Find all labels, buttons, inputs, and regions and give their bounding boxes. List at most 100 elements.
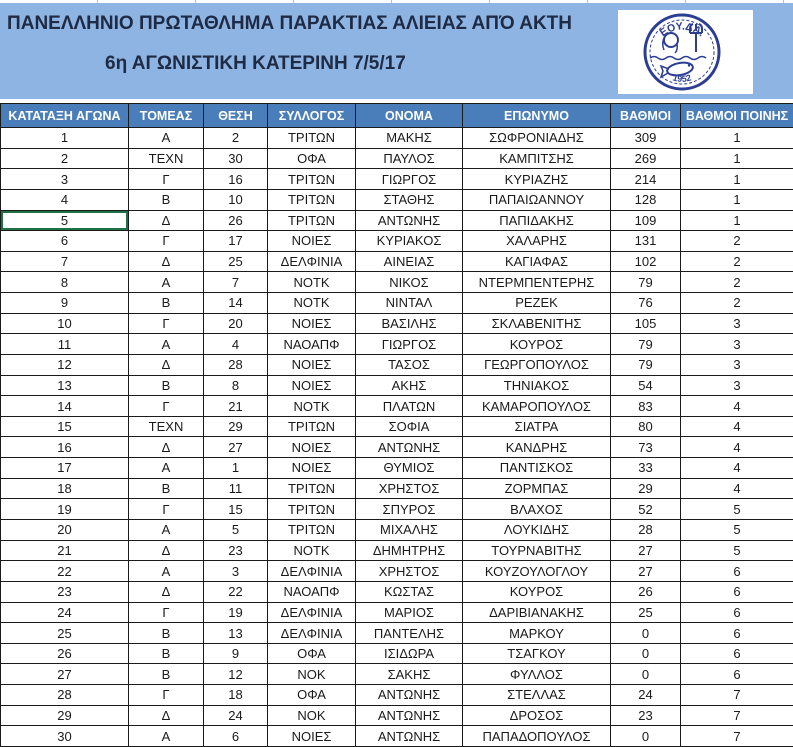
table-cell[interactable]: ΚΩΣΤΑΣ [356,581,463,603]
table-cell[interactable]: 28 [611,520,681,541]
table-cell[interactable]: Γ [129,313,204,335]
table-cell[interactable]: 2 [681,252,793,273]
table-cell[interactable]: ΟΦΑ [268,148,356,170]
table-cell[interactable]: 28 [204,354,268,376]
table-cell[interactable]: 73 [611,437,681,459]
table-cell[interactable]: 27 [611,540,681,562]
table-cell[interactable]: 1 [681,169,793,190]
table-cell[interactable]: ΠΑΝΤΕΛΗΣ [356,623,463,644]
table-cell[interactable]: ΣΠΥΡΟΣ [356,499,463,521]
table-cell[interactable]: ΔΕΛΦΙΝΙΑ [268,561,356,582]
table-cell[interactable]: ΑΝΤΩΝΗΣ [356,685,463,706]
table-cell[interactable]: 10 [1,313,129,335]
table-cell[interactable]: 6 [681,603,793,624]
table-cell[interactable]: ΖΟΡΜΠΑΣ [463,478,611,500]
table-cell[interactable]: 24 [1,602,129,624]
table-cell[interactable]: 2 [1,148,129,170]
table-cell[interactable]: Α [129,726,204,747]
table-cell[interactable]: ΝΑΟΑΠΦ [268,581,356,603]
table-cell[interactable]: ΔΕΛΦΙΝΙΑ [268,623,356,644]
table-cell[interactable]: ΑΝΤΩΝΗΣ [356,210,463,232]
table-cell[interactable]: 12 [204,664,268,686]
table-cell[interactable]: ΡΕΖΕΚ [463,293,611,314]
table-cell[interactable]: Β [129,189,204,211]
table-cell[interactable]: Α [129,520,204,541]
table-cell[interactable]: ΤΡΙΤΩΝ [268,478,356,500]
table-cell[interactable]: Α [129,561,204,582]
table-cell[interactable]: 0 [611,643,681,665]
table-cell[interactable]: ΚΑΜΑΡΟΠΟΥΛΟΣ [463,396,611,417]
table-cell[interactable]: ΝΙΚΟΣ [356,272,463,294]
table-cell[interactable]: 6 [681,623,793,644]
table-cell[interactable]: 2 [681,293,793,314]
table-cell[interactable]: ΤΡΙΤΩΝ [268,128,356,149]
table-cell[interactable]: ΣΑΚΗΣ [356,664,463,686]
table-cell[interactable]: ΓΕΩΡΓΟΠΟΥΛΟΣ [463,354,611,376]
table-cell[interactable]: 8 [204,375,268,397]
table-cell[interactable]: ΔΕΛΦΙΝΙΑ [268,251,356,273]
table-cell[interactable]: Δ [129,210,204,232]
column-header[interactable]: ΕΠΩΝΥΜΟ [463,104,611,128]
column-header[interactable]: ΚΑΤΑΤΑΞΗ ΑΓΩΝΑ [1,104,129,128]
table-cell[interactable]: 79 [611,334,681,355]
table-cell[interactable]: 7 [681,726,793,747]
table-cell[interactable]: ΘΥΜΙΟΣ [356,458,463,479]
table-cell[interactable]: 79 [611,272,681,294]
table-cell[interactable]: 26 [611,581,681,603]
table-cell[interactable]: ΟΦΑ [268,685,356,706]
table-cell[interactable]: ΚΑΜΠΙΤΣΗΣ [463,148,611,170]
table-cell[interactable]: Γ [129,499,204,521]
table-cell[interactable]: 0 [611,664,681,686]
table-cell[interactable]: ΠΑΥΛΟΣ [356,148,463,170]
table-cell[interactable]: ΤΑΣΟΣ [356,354,463,376]
table-cell[interactable]: Α [129,128,204,149]
table-cell[interactable]: ΠΑΠΙΔΑΚΗΣ [463,210,611,232]
table-cell[interactable]: ΝΟΙΕΣ [268,354,356,376]
table-cell[interactable]: 4 [204,334,268,355]
table-cell[interactable]: 3 [681,355,793,376]
table-cell[interactable]: 17 [204,231,268,252]
table-cell[interactable]: 128 [611,189,681,211]
table-cell[interactable]: ΠΑΠΑΔΟΠΟΥΛΟΣ [463,726,611,747]
table-cell[interactable]: 18 [1,478,129,500]
table-cell[interactable]: 33 [611,458,681,479]
table-cell[interactable]: ΤΡΙΤΩΝ [268,189,356,211]
table-cell[interactable]: 29 [204,416,268,438]
table-cell[interactable]: Δ [129,581,204,603]
table-cell[interactable]: Γ [129,685,204,706]
table-cell[interactable]: 2 [681,272,793,294]
table-cell[interactable]: Β [129,293,204,314]
table-cell[interactable]: 6 [204,726,268,747]
table-cell[interactable]: 17 [1,458,129,479]
table-cell[interactable]: ΝΟΙΕΣ [268,313,356,335]
table-cell[interactable]: ΣΤΕΛΛΑΣ [463,685,611,706]
table-cell[interactable]: 4 [681,417,793,438]
column-header[interactable]: ΘΕΣΗ [204,104,268,128]
column-header[interactable]: ΣΥΛΛΟΓΟΣ [268,104,356,128]
table-cell[interactable]: Γ [129,396,204,417]
table-cell[interactable]: ΚΟΥΖΟΥΛΟΓΛΟΥ [463,561,611,582]
table-cell[interactable]: ΝΤΕΡΜΠΕΝΤΕΡΗΣ [463,272,611,294]
table-cell[interactable]: 19 [204,602,268,624]
table-cell[interactable]: ΑΙΝΕΙΑΣ [356,251,463,273]
table-cell[interactable]: Α [129,458,204,479]
table-cell[interactable]: 0 [611,623,681,644]
table-cell[interactable]: ΤΣΑΓΚΟΥ [463,643,611,665]
table-cell[interactable]: ΒΑΣΙΛΗΣ [356,313,463,335]
table-cell[interactable]: 1 [681,211,793,232]
table-cell[interactable]: 309 [611,128,681,149]
table-cell[interactable]: Α [129,334,204,355]
table-cell[interactable]: 1 [204,458,268,479]
table-cell[interactable]: Β [129,375,204,397]
table-cell[interactable]: 21 [1,540,129,562]
table-cell[interactable]: 3 [681,376,793,397]
table-cell[interactable]: ΣΩΦΡΟΝΙΑΔΗΣ [463,128,611,149]
active-cell[interactable]: 5 [1,210,129,232]
table-cell[interactable]: Γ [129,231,204,252]
table-cell[interactable]: 7 [204,272,268,294]
table-cell[interactable]: ΔΡΟΣΟΣ [463,705,611,727]
table-cell[interactable]: ΣΟΦΙΑ [356,416,463,438]
table-cell[interactable]: 25 [1,623,129,644]
table-cell[interactable]: 4 [681,437,793,459]
table-cell[interactable]: 8 [1,272,129,294]
